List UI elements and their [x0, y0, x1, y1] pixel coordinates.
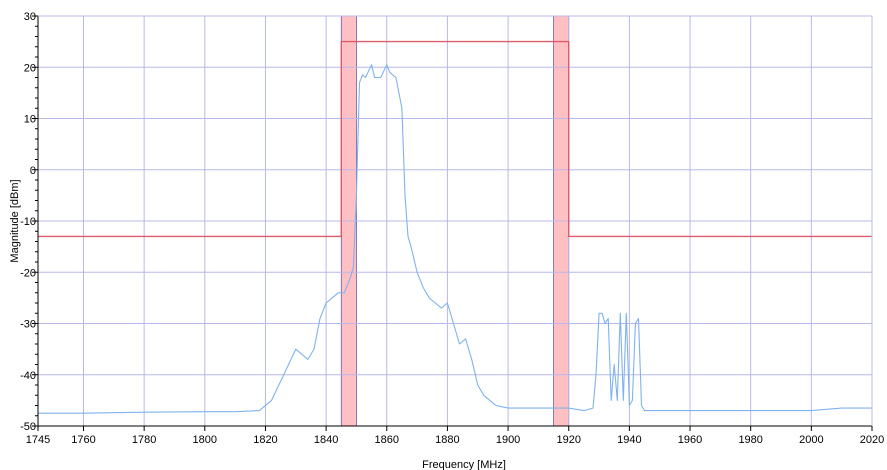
y-tick-label-2: 10	[24, 114, 36, 126]
y-tick-label-1: 20	[24, 62, 36, 74]
y-tick-label-3: 0	[30, 165, 36, 177]
x-tick-label-1: 1760	[71, 434, 95, 446]
x-tick-label-8: 1900	[496, 434, 520, 446]
y-tick-label-8: -50	[20, 421, 36, 433]
y-tick-label-7: -40	[20, 370, 36, 382]
x-tick-label-7: 1880	[435, 434, 459, 446]
x-ticks: 1745 1760 1780 1800 1820 1840 1860 1880 1900 1920…	[26, 426, 884, 446]
x-tick-label-14: 2020	[860, 434, 884, 446]
x-tick-label-13: 2000	[799, 434, 823, 446]
x-tick-label-5: 1840	[314, 434, 338, 446]
x-tick-label-12: 1980	[738, 434, 762, 446]
y-axis-label: Magnitude [dBm]	[9, 179, 21, 262]
y-tick-label-5: -20	[20, 267, 36, 279]
y-tick-label-0: 30	[24, 11, 36, 23]
x-tick-label-2: 1780	[132, 434, 156, 446]
x-tick-label-3: 1800	[193, 434, 217, 446]
y-tick-label-4: -10	[20, 216, 36, 228]
x-tick-label-0: 1745	[26, 434, 50, 446]
x-tick-label-4: 1820	[253, 434, 277, 446]
x-tick-label-11: 1960	[678, 434, 702, 446]
x-axis-label: Frequency [MHz]	[422, 459, 506, 470]
x-tick-label-9: 1920	[556, 434, 580, 446]
y-ticks: 30 20 10 0 -10 -20 -30 -40 -50	[20, 11, 38, 433]
x-tick-label-10: 1940	[617, 434, 641, 446]
grid-lines	[38, 16, 872, 426]
spectrum-line	[38, 64, 872, 414]
series-group	[38, 40, 872, 414]
y-tick-label-6: -30	[20, 319, 36, 331]
mask-line	[38, 40, 872, 238]
x-tick-label-6: 1860	[375, 434, 399, 446]
